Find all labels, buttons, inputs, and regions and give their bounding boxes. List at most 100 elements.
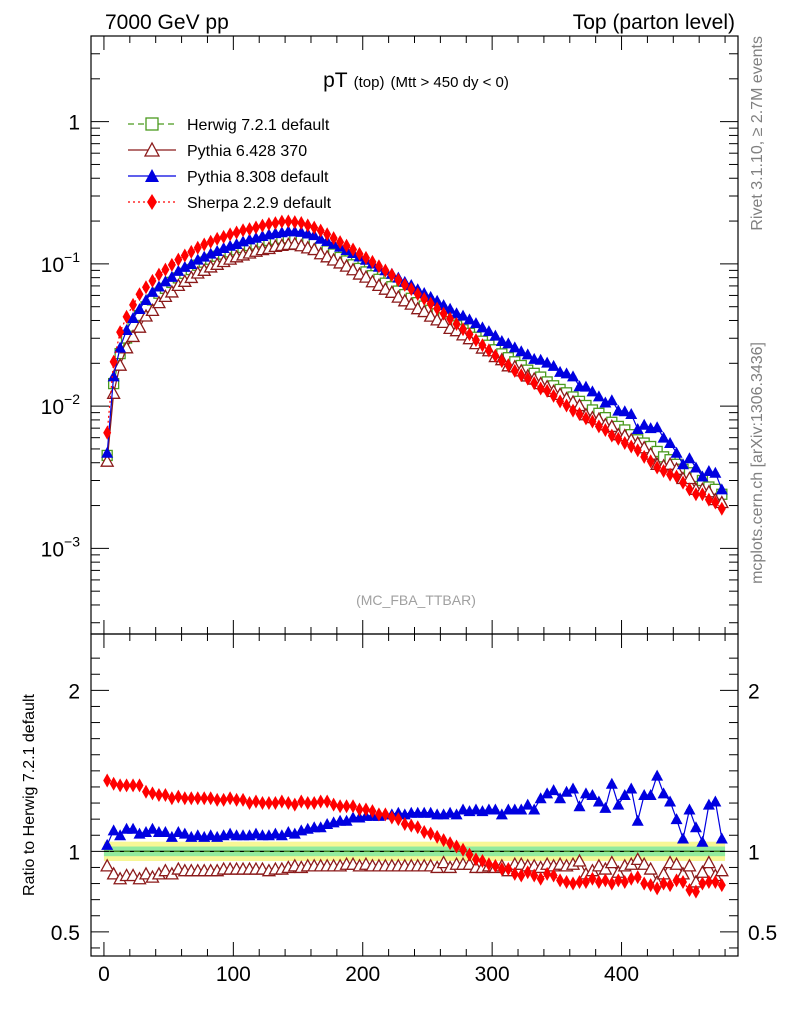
ratio-point [245, 796, 254, 811]
data-point [452, 316, 461, 331]
data-point [696, 470, 709, 482]
ratio-point [154, 788, 163, 802]
data-point [567, 370, 580, 382]
data-point [459, 322, 468, 337]
legend-marker [145, 169, 159, 182]
ratio-point [702, 798, 715, 810]
ratio-point [677, 832, 690, 844]
ratio-point [637, 856, 652, 870]
data-point [521, 348, 534, 360]
title-sub1: (top) [354, 74, 385, 91]
ratio-point [592, 795, 605, 807]
ratio-point [368, 804, 377, 819]
ratio-point [567, 782, 580, 794]
data-point [161, 262, 170, 277]
ratio-point [669, 856, 684, 870]
data-point [394, 272, 403, 287]
ratio-point [161, 788, 170, 802]
data-point [358, 269, 374, 283]
data-point [502, 337, 515, 349]
data-point [172, 264, 185, 276]
ratio-point [549, 868, 558, 883]
data-point [614, 431, 623, 446]
ratio-point [206, 791, 215, 806]
ratio-point [103, 773, 112, 788]
data-point [314, 232, 327, 244]
ratio-point [107, 824, 120, 836]
legend-marker [143, 141, 161, 157]
data-point [116, 325, 125, 340]
ratio-point [714, 863, 729, 877]
title-sub2: (Mtt > 450 dy < 0) [390, 74, 508, 91]
ratio-point [297, 794, 306, 809]
data-point [437, 299, 450, 311]
ratio-y-tick-label-right: 2 [748, 680, 760, 703]
x-tick-label: 300 [475, 963, 510, 986]
data-point [482, 325, 495, 337]
ratio-y-tick-label-left: 2 [68, 680, 80, 703]
ratio-point [109, 776, 118, 791]
legend-marker [145, 117, 159, 131]
data-point [345, 262, 361, 276]
ratio-point [541, 787, 554, 799]
ratio-point [271, 796, 280, 811]
data-point [491, 348, 500, 363]
legend-label: Sherpa 2.2.9 default [187, 195, 332, 212]
ratio-point [683, 803, 696, 815]
ratio-point [586, 789, 599, 800]
ratio-point [572, 853, 587, 867]
series-line-sherpa [106, 220, 723, 510]
data-point [515, 345, 528, 357]
ratio-point [159, 826, 172, 838]
data-point [391, 289, 406, 303]
legend-label: Herwig 7.2.1 default [187, 117, 330, 134]
y-tick-label: 10−3 [41, 533, 81, 561]
ratio-point [599, 801, 612, 813]
ratio-point [239, 792, 248, 807]
ratio-point [573, 800, 586, 812]
ratio-point [459, 842, 468, 857]
ratio-point [625, 782, 638, 794]
ratio-point [275, 829, 288, 841]
data-point [397, 293, 412, 307]
data-point [400, 277, 409, 292]
data-point [211, 244, 224, 256]
data-point [439, 306, 448, 321]
ratio-point [426, 826, 435, 841]
ratio-point [659, 876, 668, 891]
ratio-point [106, 866, 121, 880]
rivet-version-label: Rivet 3.1.10, ≥ 2.7M events [749, 36, 766, 231]
ratio-point [436, 855, 451, 869]
data-point [717, 501, 726, 516]
ratio-point [101, 838, 114, 850]
ratio-point [277, 794, 286, 809]
ratio-point [515, 803, 528, 815]
data-point [297, 216, 306, 231]
ratio-point [709, 795, 722, 807]
data-point [556, 394, 565, 409]
data-point [640, 449, 649, 464]
ratio-point [651, 769, 664, 781]
data-point [592, 390, 605, 402]
ratio-point [489, 803, 502, 815]
ratio-point [612, 798, 625, 810]
ratio-point [530, 868, 539, 883]
legend-item-herwig: Herwig 7.2.1 default [128, 117, 330, 134]
ratio-point [439, 833, 448, 848]
data-point [534, 353, 547, 365]
data-point [444, 302, 457, 314]
ratio-point [100, 858, 115, 872]
ratio-point [701, 855, 716, 869]
data-point [107, 370, 120, 382]
legend-item-sherpa: Sherpa 2.2.9 default [128, 194, 332, 212]
ratio-point [704, 874, 713, 889]
ratio-point [504, 862, 513, 877]
data-point [277, 214, 286, 229]
ratio-point [560, 785, 573, 797]
data-point [303, 218, 312, 233]
y-tick-label: 1 [68, 112, 80, 135]
data-point [689, 461, 702, 473]
ratio-point [146, 822, 159, 834]
data-point [450, 307, 463, 319]
